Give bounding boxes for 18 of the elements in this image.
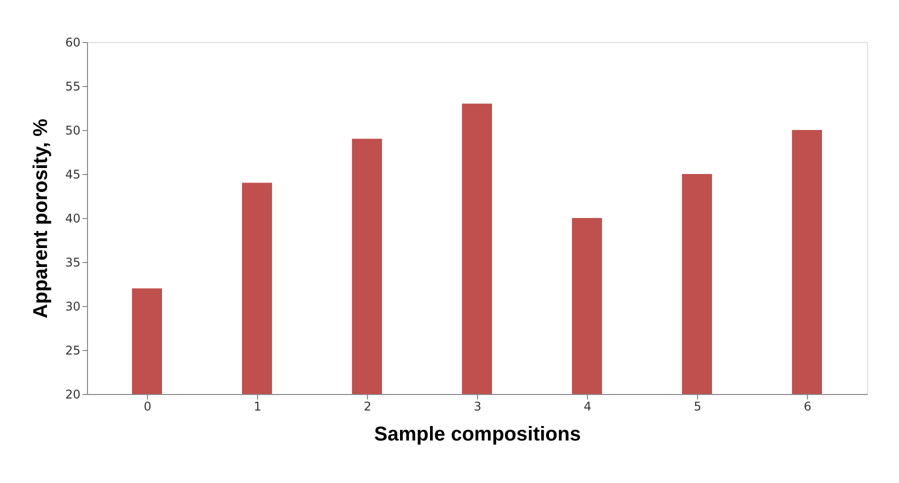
x-axis-title: Sample compositions [374, 424, 581, 446]
y-tick-label: 60 [65, 36, 80, 50]
x-tick-label: 5 [694, 400, 702, 414]
y-axis-title: Apparent porosity, % [30, 118, 52, 318]
y-tick-label: 40 [65, 212, 80, 226]
y-tick-label: 20 [65, 388, 80, 402]
y-tick-label: 45 [65, 168, 80, 182]
y-tick-label: 55 [65, 80, 80, 94]
x-tick-label: 1 [254, 400, 262, 414]
x-tick-label: 3 [474, 400, 482, 414]
y-tick-label: 35 [65, 256, 80, 270]
y-tick-label: 25 [65, 344, 80, 358]
x-tick-label: 0 [144, 400, 152, 414]
y-tick-label: 30 [65, 300, 80, 314]
x-tick-label: 4 [584, 400, 592, 414]
x-tick-label: 6 [804, 400, 812, 414]
y-tick-label: 50 [65, 124, 80, 138]
x-tick-label: 2 [364, 400, 372, 414]
